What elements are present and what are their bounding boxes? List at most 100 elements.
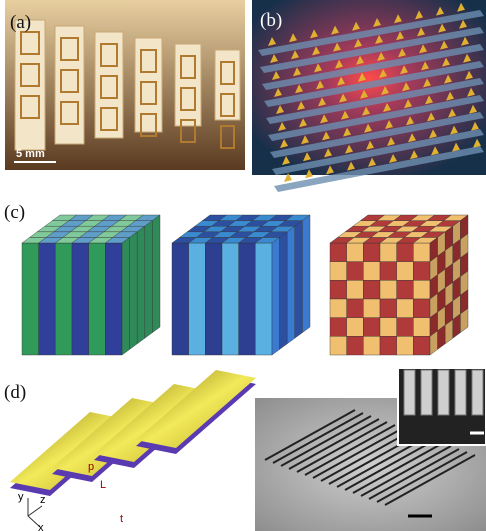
resonator bbox=[220, 93, 235, 117]
resonator bbox=[220, 125, 235, 149]
triangle bbox=[471, 121, 479, 131]
cell bbox=[346, 298, 364, 318]
cell bbox=[329, 317, 347, 337]
resonator bbox=[100, 107, 118, 131]
cell bbox=[396, 261, 414, 281]
resonator bbox=[60, 37, 79, 61]
cell bbox=[238, 242, 256, 356]
triangle bbox=[417, 27, 425, 37]
triangle bbox=[295, 84, 303, 94]
cell bbox=[379, 317, 397, 337]
triangle bbox=[303, 152, 311, 162]
resonator bbox=[20, 95, 40, 119]
triangle bbox=[356, 55, 364, 65]
triangle bbox=[425, 95, 433, 105]
cell bbox=[329, 298, 347, 318]
panel-label: (b) bbox=[260, 10, 282, 31]
axis-label: x bbox=[38, 522, 44, 531]
pillar bbox=[403, 369, 416, 416]
triangle bbox=[444, 74, 452, 84]
triangle bbox=[404, 99, 412, 109]
triangle bbox=[375, 35, 383, 44]
triangle bbox=[360, 89, 368, 99]
card bbox=[54, 25, 85, 145]
resonator bbox=[140, 81, 157, 105]
ridge bbox=[262, 44, 484, 90]
triangle bbox=[335, 59, 343, 69]
groove bbox=[304, 424, 396, 476]
cell bbox=[363, 336, 381, 356]
pillar bbox=[437, 369, 450, 416]
card bbox=[94, 31, 124, 139]
triangle bbox=[423, 78, 431, 88]
triangle bbox=[473, 138, 481, 148]
triangle bbox=[415, 10, 423, 20]
cell bbox=[396, 298, 414, 318]
cell bbox=[396, 280, 414, 300]
groove bbox=[288, 418, 380, 470]
groove bbox=[272, 412, 364, 464]
groove bbox=[368, 448, 460, 500]
groove bbox=[376, 451, 468, 503]
resonator bbox=[20, 31, 40, 55]
cell bbox=[396, 336, 414, 356]
cell bbox=[379, 336, 397, 356]
cell bbox=[346, 280, 364, 300]
triangle bbox=[465, 70, 473, 80]
triangle bbox=[347, 161, 355, 171]
cell bbox=[121, 237, 130, 356]
triangle bbox=[461, 36, 469, 46]
sem-image bbox=[255, 367, 486, 531]
triangle bbox=[358, 72, 366, 82]
cell bbox=[129, 231, 138, 350]
cell bbox=[460, 307, 469, 333]
panel-label: (d) bbox=[4, 382, 26, 403]
triangle bbox=[337, 76, 345, 86]
cell bbox=[144, 220, 153, 339]
groove bbox=[320, 430, 412, 482]
triangle bbox=[406, 116, 414, 126]
triangle bbox=[343, 127, 351, 137]
panel-a: (a) 5 mm bbox=[5, 0, 245, 170]
cell bbox=[329, 336, 347, 356]
cell bbox=[363, 280, 381, 300]
cell bbox=[71, 242, 89, 356]
resonator bbox=[180, 55, 196, 79]
triangle bbox=[301, 135, 309, 145]
cell bbox=[152, 214, 161, 333]
triangle bbox=[442, 57, 450, 67]
cell bbox=[88, 242, 106, 356]
cell bbox=[271, 237, 280, 356]
cell bbox=[379, 242, 397, 262]
triangle bbox=[293, 67, 301, 77]
triangle bbox=[354, 38, 362, 48]
triangle bbox=[318, 97, 326, 107]
triangle bbox=[398, 48, 406, 58]
panel-label: (c) bbox=[4, 202, 25, 223]
resonator bbox=[140, 113, 157, 137]
cell bbox=[379, 280, 397, 300]
ridge bbox=[260, 27, 484, 73]
triangle bbox=[383, 103, 391, 112]
cell bbox=[205, 242, 223, 356]
triangle bbox=[436, 6, 444, 16]
triangle bbox=[457, 2, 465, 12]
groove bbox=[384, 454, 476, 506]
triangle bbox=[387, 137, 395, 146]
cell bbox=[396, 317, 414, 337]
cell bbox=[413, 298, 431, 318]
ridge bbox=[266, 78, 484, 124]
triangle bbox=[326, 165, 334, 175]
cell bbox=[38, 242, 56, 356]
cell bbox=[363, 261, 381, 281]
triangle bbox=[316, 80, 324, 90]
triangle bbox=[324, 148, 332, 158]
dim-label: t bbox=[120, 513, 123, 525]
triangle bbox=[312, 46, 320, 56]
triangle bbox=[440, 40, 448, 50]
cell bbox=[346, 242, 364, 262]
cell bbox=[294, 220, 303, 339]
cell bbox=[379, 298, 397, 318]
axis-label: y bbox=[18, 491, 24, 503]
